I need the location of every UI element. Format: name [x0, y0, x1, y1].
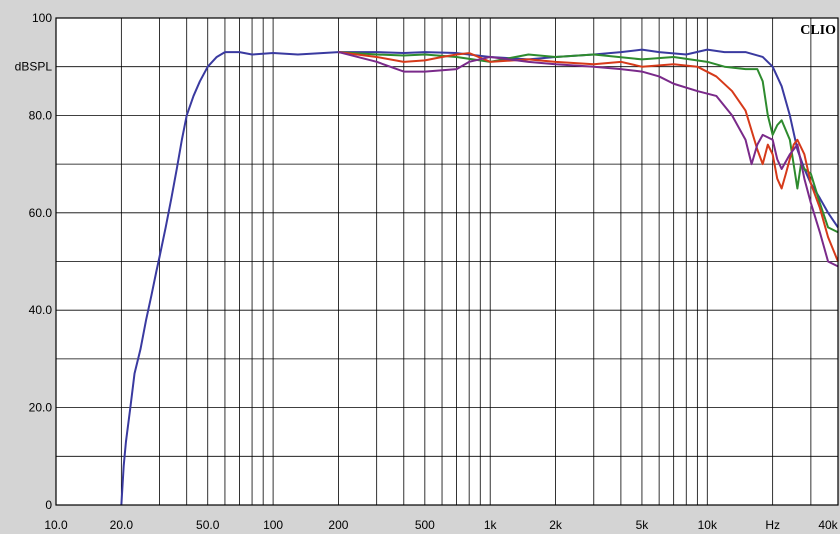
x-tick-label: 20.0	[110, 518, 134, 532]
x-tick-label: 500	[415, 518, 435, 532]
x-tick-label: 100	[263, 518, 283, 532]
y-tick-label: dBSPL	[15, 60, 53, 74]
x-tick-label: 10k	[698, 518, 718, 532]
x-tick-label: 50.0	[196, 518, 220, 532]
x-tick-label: 10.0	[44, 518, 68, 532]
x-tick-label: 200	[328, 518, 348, 532]
plot-frame	[55, 17, 839, 506]
x-tick-label: 40k	[818, 518, 838, 532]
y-tick-label: 0	[45, 498, 52, 512]
series-line-3	[338, 51, 839, 262]
series-line-1	[120, 48, 839, 506]
y-tick-label: 60.0	[29, 206, 53, 220]
x-tick-label: Hz	[765, 518, 780, 532]
x-tick-label: 1k	[484, 518, 498, 532]
series-line-4	[338, 51, 839, 268]
y-tick-label: 40.0	[29, 303, 53, 317]
y-tick-label: 20.0	[29, 401, 53, 415]
y-tick-label: 80.0	[29, 108, 53, 122]
x-tick-label: 2k	[549, 518, 563, 532]
brand-label: CLIO	[800, 23, 836, 38]
axis-labels: 10.0 20.0 50.0 100 200 500 1k 2k 5k 10k Hz 40k 0 20.0…	[15, 11, 839, 532]
x-tick-label: 5k	[636, 518, 650, 532]
series-layer	[120, 48, 839, 506]
y-tick-label: 100	[32, 11, 52, 25]
grid-lines	[56, 18, 838, 505]
